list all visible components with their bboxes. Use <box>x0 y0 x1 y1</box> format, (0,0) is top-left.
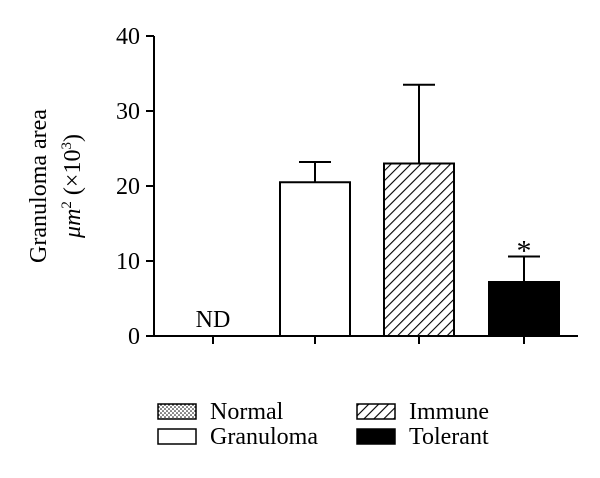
y-axis-scale-exponent: 3 <box>59 142 75 150</box>
legend-label: Granuloma <box>210 424 318 450</box>
y-tick-label: 0 <box>128 324 140 350</box>
y-axis-unit-exponent: 2 <box>59 201 75 209</box>
bars: ND * <box>196 83 560 337</box>
legend-label: Immune <box>409 399 489 425</box>
bar <box>488 281 560 337</box>
legend-swatch <box>157 428 197 445</box>
bar <box>383 162 455 337</box>
legend-swatch <box>356 403 396 420</box>
legend-swatch <box>356 428 396 445</box>
y-tick-label: 20 <box>116 174 140 200</box>
y-axis-scale-close: ) <box>60 134 86 142</box>
legend-swatch <box>157 403 197 420</box>
bar <box>279 181 351 337</box>
y-tick-label: 40 <box>116 24 140 50</box>
y-axis-unit: μm <box>60 209 86 239</box>
y-axis-title-line2: μm2 (×103) <box>59 134 86 239</box>
y-tick-label: 30 <box>116 99 140 125</box>
bar-label: ND <box>196 307 231 333</box>
axes: 0 10 20 30 40 <box>116 24 578 350</box>
y-axis-scale: (×10 <box>60 150 86 202</box>
legend-label: Normal <box>210 399 284 425</box>
significance-marker: * <box>517 235 532 268</box>
y-axis-title-line1: Granuloma area <box>26 109 52 263</box>
y-tick-label: 10 <box>116 249 140 275</box>
legend: Normal Immune Granuloma Tolerant <box>157 399 489 450</box>
legend-label: Tolerant <box>409 424 489 450</box>
y-axis-title: Granuloma area μm2 (×103) <box>26 109 86 263</box>
